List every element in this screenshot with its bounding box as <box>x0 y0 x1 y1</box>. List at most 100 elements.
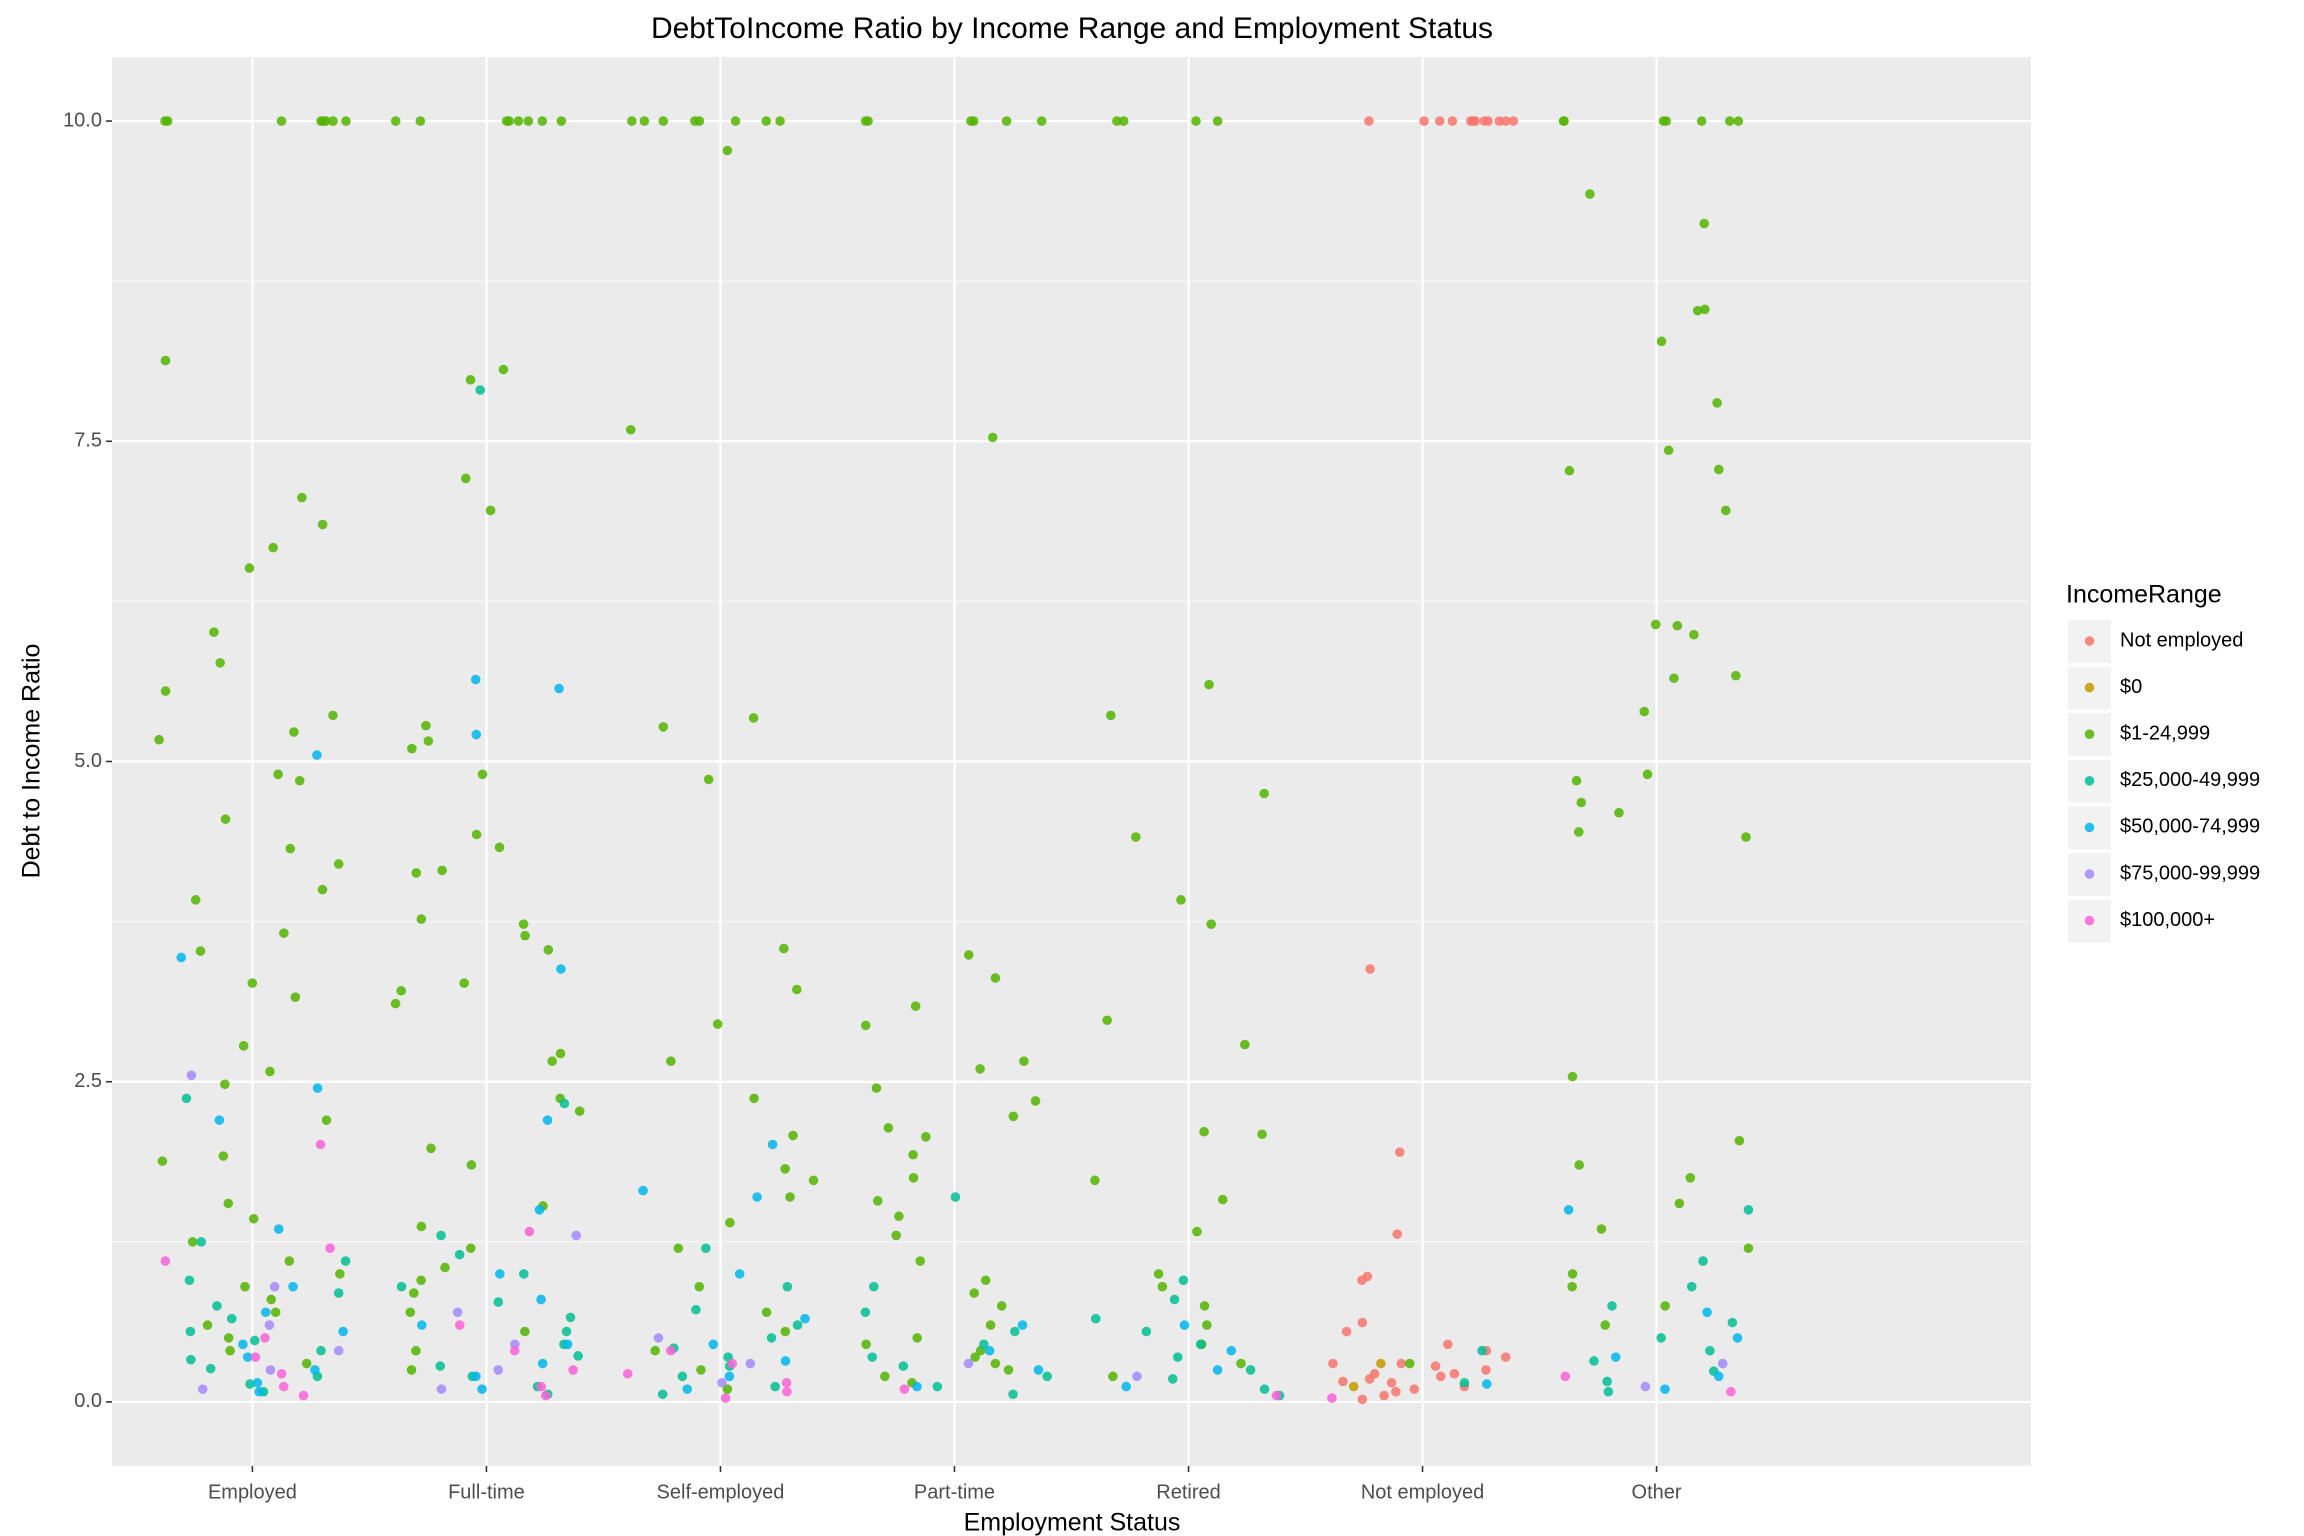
point <box>416 914 427 924</box>
point <box>779 943 789 954</box>
point <box>1726 1386 1736 1397</box>
point <box>966 116 976 126</box>
point <box>390 116 401 126</box>
point <box>276 1368 287 1379</box>
point <box>1650 619 1661 630</box>
point <box>782 1281 793 1292</box>
point <box>1576 797 1587 808</box>
point <box>573 1351 583 1361</box>
point <box>722 1384 733 1394</box>
point <box>1669 673 1679 684</box>
point <box>218 1151 229 1161</box>
point <box>1642 769 1653 780</box>
point <box>979 1339 989 1350</box>
x-tick-label: Employed <box>208 1481 297 1503</box>
point <box>279 928 289 938</box>
point <box>475 385 485 395</box>
point <box>328 710 338 721</box>
point <box>238 1339 248 1350</box>
legend-symbol <box>2084 636 2095 646</box>
point <box>1564 465 1575 476</box>
point <box>212 1301 222 1311</box>
point <box>1341 1326 1352 1337</box>
point <box>494 842 505 853</box>
point <box>1734 1135 1745 1146</box>
point <box>333 859 344 869</box>
point <box>1167 1374 1178 1384</box>
point <box>1700 304 1710 315</box>
point <box>220 1079 230 1090</box>
point <box>160 686 171 696</box>
point <box>1698 1256 1708 1266</box>
y-tick-label: 0.0 <box>74 1390 102 1412</box>
point <box>767 1139 778 1150</box>
point <box>202 1320 213 1330</box>
point <box>915 1256 926 1266</box>
point <box>1567 1071 1578 1082</box>
point <box>471 1371 481 1382</box>
point <box>209 627 219 637</box>
point <box>638 1185 648 1196</box>
point <box>562 1339 573 1350</box>
point <box>493 1297 504 1307</box>
point <box>1191 116 1201 126</box>
point <box>1239 1039 1250 1050</box>
point <box>910 1001 921 1011</box>
point <box>301 1358 312 1369</box>
point <box>1204 679 1214 690</box>
point <box>1236 1358 1246 1369</box>
point <box>160 355 171 366</box>
point <box>214 1115 225 1125</box>
point <box>454 1320 465 1330</box>
point <box>1689 629 1699 640</box>
legend-symbol <box>2084 915 2095 926</box>
point <box>571 1230 582 1241</box>
point <box>1447 116 1458 126</box>
points <box>154 116 1754 1405</box>
point <box>454 1249 465 1260</box>
point <box>504 116 514 126</box>
point <box>1112 116 1122 126</box>
point <box>1386 1377 1397 1388</box>
point <box>436 1384 447 1394</box>
point <box>1732 1333 1743 1343</box>
point <box>556 964 566 974</box>
point <box>205 1363 216 1374</box>
point <box>921 1132 931 1142</box>
point <box>1600 1320 1611 1330</box>
point <box>294 775 305 786</box>
legend-symbol <box>2084 776 2095 786</box>
point <box>542 1115 553 1125</box>
point <box>748 713 759 723</box>
point <box>1178 1275 1189 1286</box>
point <box>1730 670 1741 681</box>
x-tick-label: Full-time <box>448 1481 525 1503</box>
legend-label: $100,000+ <box>2120 909 2215 931</box>
point <box>270 1307 281 1318</box>
point <box>196 1237 207 1247</box>
point <box>990 1358 1001 1369</box>
point <box>341 116 351 126</box>
point <box>673 1243 684 1254</box>
point <box>963 950 974 960</box>
point <box>639 116 650 126</box>
point <box>223 1198 234 1209</box>
point <box>869 1281 879 1292</box>
point <box>396 985 406 996</box>
point <box>985 1320 996 1330</box>
point <box>891 1230 901 1241</box>
point <box>423 736 434 746</box>
point <box>452 1307 463 1318</box>
point <box>980 1275 991 1286</box>
point <box>466 1160 477 1170</box>
point <box>1017 1320 1028 1330</box>
point <box>1672 620 1683 631</box>
point <box>298 1390 309 1401</box>
point <box>524 1226 535 1237</box>
point <box>1434 116 1445 126</box>
point <box>435 1361 446 1371</box>
point <box>880 1371 890 1382</box>
point <box>1674 1198 1685 1209</box>
point <box>437 865 447 876</box>
point <box>975 1064 985 1074</box>
